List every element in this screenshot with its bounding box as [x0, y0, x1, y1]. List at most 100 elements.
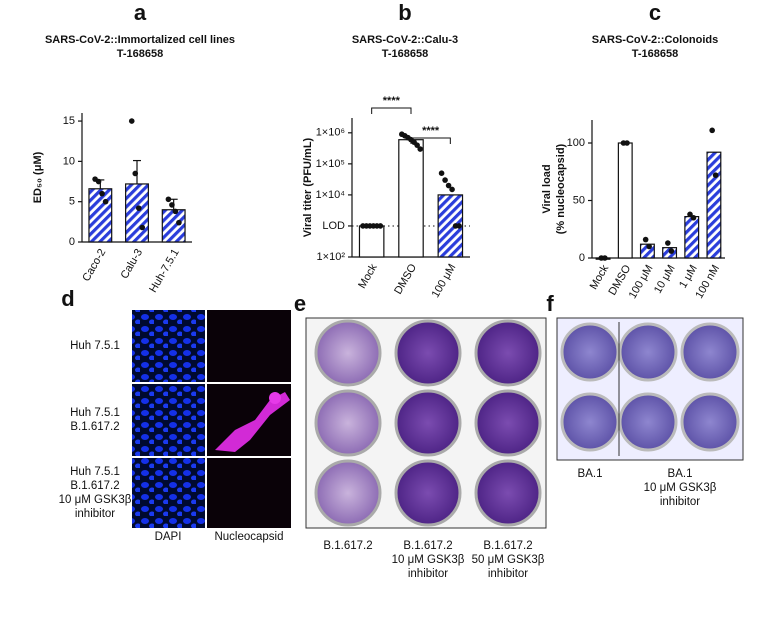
caption: inhibitor [488, 568, 528, 580]
significance-label: **** [383, 95, 401, 107]
data-point [377, 223, 384, 229]
y-tick-label: 1×10⁵ [316, 158, 345, 170]
caption: B.1.617.2 [483, 540, 532, 552]
y-tick-label: LOD [322, 220, 345, 232]
bar [161, 209, 186, 243]
bar [684, 216, 700, 259]
column-label: DAPI [155, 531, 182, 543]
bar [706, 151, 722, 259]
row-label: Huh 7.5.1 [70, 340, 120, 352]
caption: 10 μM GSK3β [392, 554, 465, 566]
caption: inhibitor [660, 496, 700, 508]
data-point [668, 248, 675, 254]
x-tick-label: Mock [356, 262, 380, 291]
row-label: 10 μM GSK3β [59, 494, 132, 506]
data-point [414, 142, 420, 148]
data-point [102, 198, 109, 205]
y-tick-label: 1×10⁴ [315, 189, 345, 201]
bar [358, 225, 385, 258]
data-point [449, 186, 455, 193]
chart-subtitle: T-168658 [117, 48, 163, 60]
y-axis-label: Viral load [541, 164, 553, 213]
panel-f-plate [556, 317, 744, 461]
significance-bracket [371, 107, 412, 114]
panel-letter: a [134, 0, 147, 25]
y-tick-label: 10 [63, 155, 75, 167]
data-point [646, 243, 652, 250]
data-point [165, 196, 172, 203]
data-point [128, 118, 135, 124]
x-tick-label: 10 μM [652, 263, 678, 296]
data-point [690, 214, 697, 221]
data-point [132, 170, 139, 177]
data-point [172, 208, 179, 215]
caption: BA.1 [578, 468, 603, 480]
chart-title: SARS-CoV-2::Calu-3 [352, 34, 458, 46]
chart-title: SARS-CoV-2::Colonoids [592, 34, 719, 46]
data-point [417, 146, 423, 152]
chart-subtitle: T-168658 [382, 48, 428, 60]
data-point [442, 177, 448, 183]
panel-d-images [132, 310, 291, 528]
column-label: Nucleocapsid [214, 531, 283, 543]
y-tick-label: 100 [567, 137, 585, 149]
y-tick-label: 5 [69, 196, 75, 208]
x-tick-label: 1 μM [677, 263, 700, 290]
chart-title: SARS-CoV-2::Immortalized cell lines [45, 34, 235, 46]
bar [88, 188, 113, 243]
caption: B.1.617.2 [323, 540, 372, 552]
caption: 10 μM GSK3β [644, 482, 717, 494]
row-label: inhibitor [75, 508, 115, 520]
data-point [95, 178, 102, 185]
caption: 50 μM GSK3β [472, 554, 545, 566]
row-label: B.1.617.2 [70, 480, 119, 492]
row-label: Huh 7.5.1 [70, 466, 120, 478]
data-point [139, 224, 146, 231]
data-point [665, 240, 671, 246]
row-label: Huh 7.5.1 [70, 407, 120, 419]
y-tick-label: 50 [573, 194, 585, 206]
y-axis-label: ED₅₀ (μM) [32, 151, 44, 203]
data-point [176, 219, 182, 226]
bar [617, 142, 633, 259]
bar [398, 139, 424, 258]
data-point [445, 182, 452, 189]
caption: BA.1 [668, 468, 693, 480]
panel-letter: b [398, 0, 411, 25]
y-tick-label: 1×10² [317, 251, 346, 263]
data-point [709, 127, 715, 134]
y-tick-label: 0 [69, 236, 75, 248]
y-tick-label: 1×10⁶ [316, 127, 345, 139]
panel-letter: c [649, 0, 661, 25]
data-point [712, 172, 719, 178]
x-tick-label: Huh-7.5.1 [147, 247, 182, 295]
data-point [169, 202, 175, 208]
data-point [99, 190, 105, 197]
data-point [624, 140, 630, 146]
y-axis-label: (% nucleocapsid) [555, 143, 567, 234]
y-tick-label: 0 [579, 252, 585, 264]
significance-bracket [410, 137, 451, 144]
panel-e-plate [305, 317, 547, 529]
y-axis-label: Viral titer (PFU/mL) [302, 137, 314, 237]
bar [125, 183, 149, 243]
x-tick-label: Calu-3 [119, 247, 146, 281]
data-point [687, 211, 693, 218]
y-tick-label: 15 [63, 115, 75, 127]
data-point [642, 236, 649, 243]
row-label: B.1.617.2 [70, 421, 119, 433]
caption: inhibitor [408, 568, 448, 580]
data-point [456, 223, 462, 229]
chart-subtitle: T-168658 [632, 48, 678, 60]
x-tick-label: DMSO [392, 262, 419, 297]
panel-letter: d [61, 286, 74, 311]
data-point [438, 170, 445, 177]
panel-letter: e [294, 291, 306, 316]
x-tick-label: Caco-2 [80, 247, 108, 284]
data-point [602, 255, 608, 261]
data-point [135, 205, 142, 211]
panel-letter: f [546, 291, 554, 316]
caption: B.1.617.2 [403, 540, 452, 552]
